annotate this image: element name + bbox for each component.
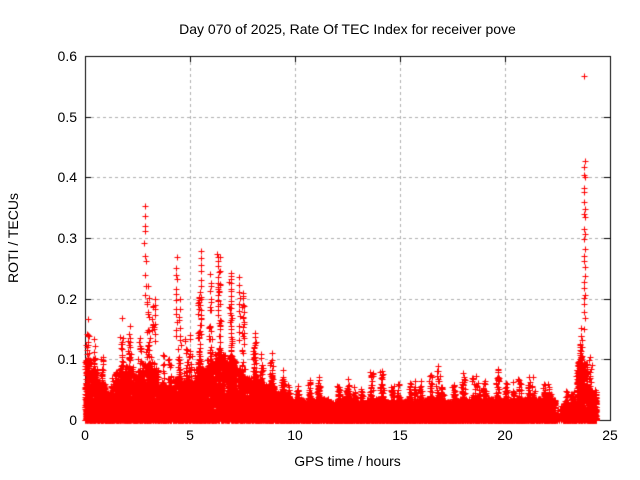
y-tick-label: 0.3 bbox=[57, 230, 77, 246]
chart-title: Day 070 of 2025, Rate Of TEC Index for r… bbox=[179, 21, 516, 37]
x-tick-label: 0 bbox=[81, 427, 89, 443]
y-tick-label: 0.6 bbox=[57, 48, 77, 64]
y-tick-label: 0.1 bbox=[57, 351, 77, 368]
y-tick-label: 0.5 bbox=[57, 108, 77, 125]
x-tick-label: 10 bbox=[287, 427, 303, 443]
x-tick-label: 25 bbox=[602, 427, 618, 443]
x-tick-label: 15 bbox=[392, 427, 408, 443]
x-axis-label: GPS time / hours bbox=[294, 453, 401, 469]
y-tick-label: 0.4 bbox=[57, 169, 77, 186]
x-tick-label: 5 bbox=[186, 427, 194, 443]
x-tick-label: 20 bbox=[497, 427, 513, 443]
y-tick-label: 0.2 bbox=[57, 290, 77, 307]
y-tick-label: 0 bbox=[69, 412, 77, 428]
